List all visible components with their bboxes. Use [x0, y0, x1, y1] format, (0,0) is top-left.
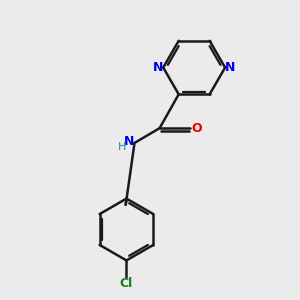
Text: H: H: [118, 142, 126, 152]
Text: Cl: Cl: [120, 277, 133, 290]
Text: O: O: [192, 122, 202, 135]
Text: N: N: [124, 135, 134, 148]
Text: N: N: [225, 61, 236, 74]
Text: N: N: [153, 61, 163, 74]
